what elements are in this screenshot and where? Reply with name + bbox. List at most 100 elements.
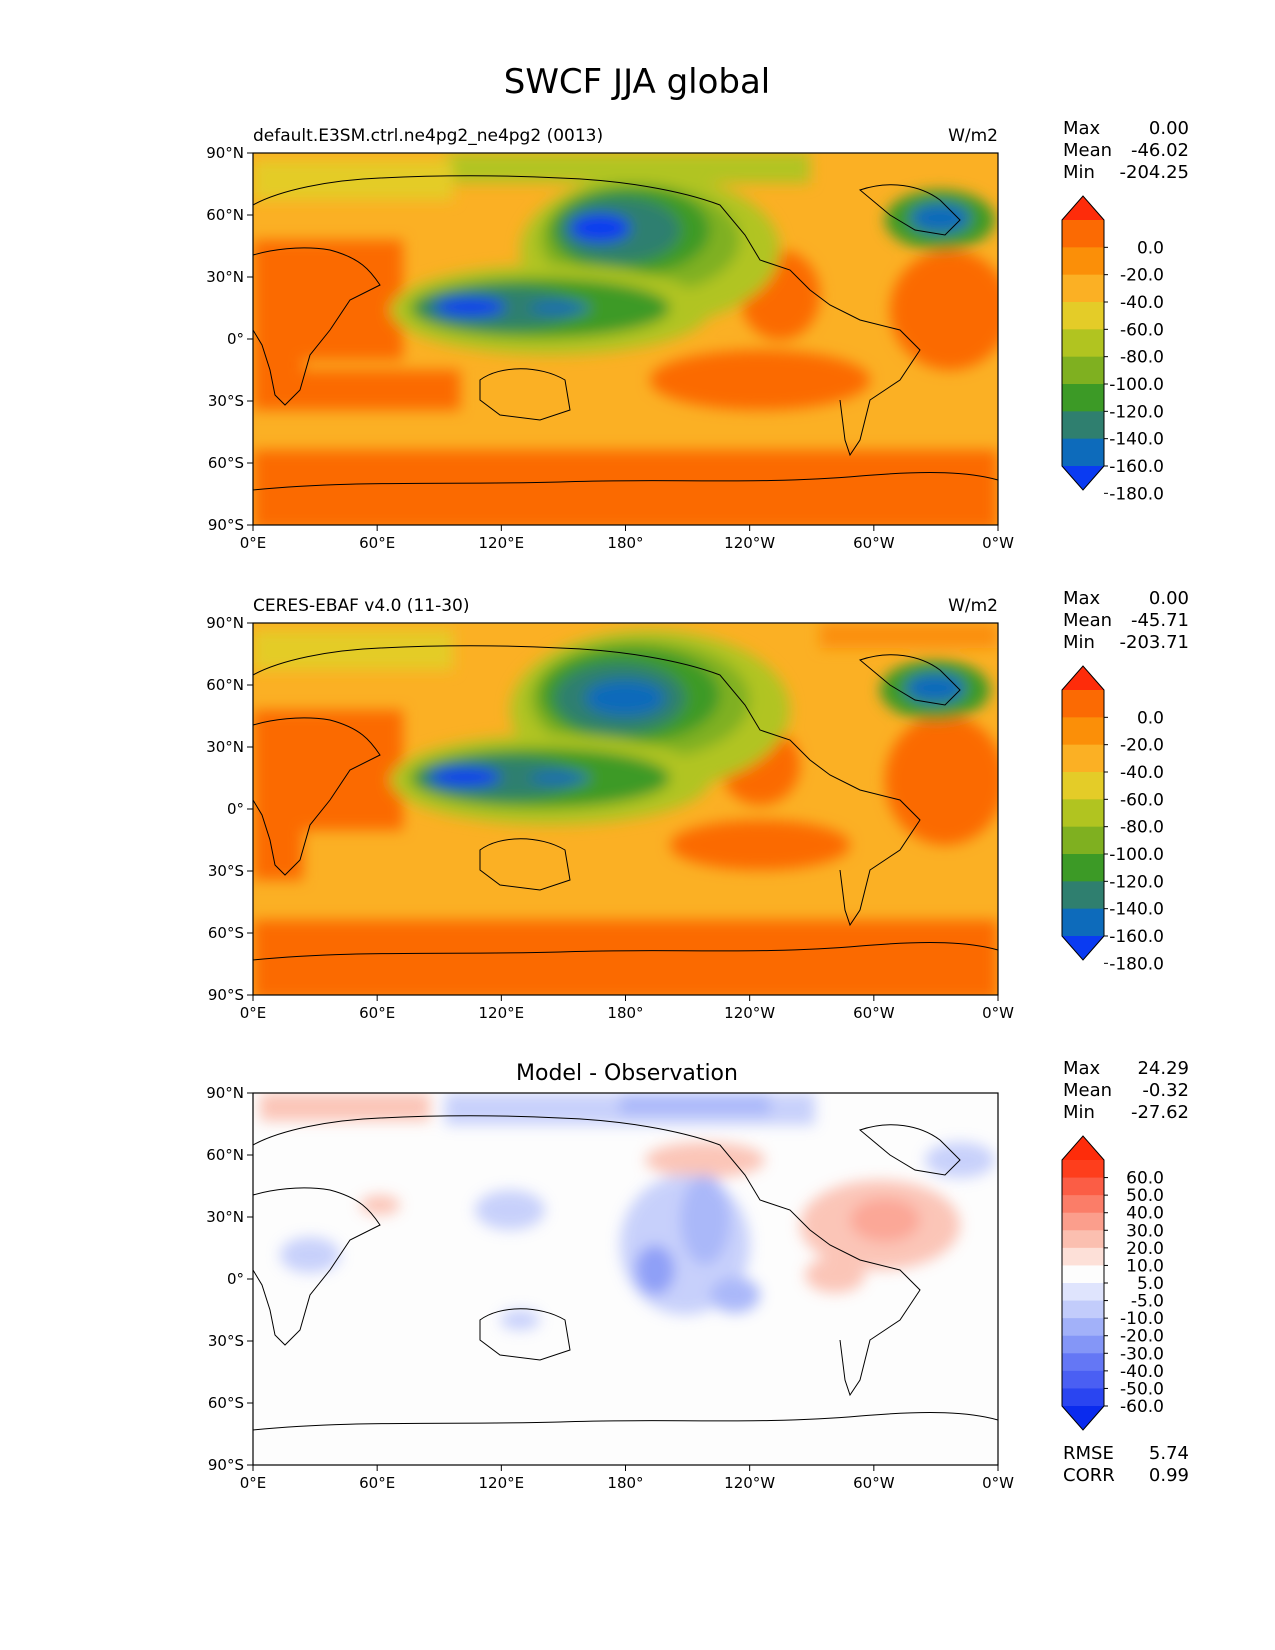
colorbar-extend-top xyxy=(1062,1136,1104,1160)
lon-tick-label: 0°E xyxy=(240,1474,267,1492)
colorbar-label: -120.0 xyxy=(1109,402,1164,422)
colorbar-label: -100.0 xyxy=(1109,375,1164,395)
lon-tick-label: 120°E xyxy=(479,1004,525,1022)
lat-tick-label: 0° xyxy=(227,330,244,348)
lat-tick-label: 90°S xyxy=(208,986,244,1004)
diff-stats: Max 24.29 Mean -0.32 Min -27.62 xyxy=(1063,1058,1189,1123)
lat-tick-label: 30°N xyxy=(206,268,244,286)
colorbar-bin xyxy=(1062,302,1104,330)
colorbar-label: -30.0 xyxy=(1120,1344,1164,1364)
stat-value: -46.02 xyxy=(1131,140,1189,161)
colorbar-bin xyxy=(1062,247,1104,276)
colorbar-label: -60.0 xyxy=(1120,1397,1164,1417)
lon-tick-label: 60°E xyxy=(359,1004,395,1022)
colorbar-bin xyxy=(1062,881,1104,910)
model-subtitle-right: W/m2 xyxy=(948,126,998,146)
lon-tick-label: 120°W xyxy=(724,534,775,552)
colorbar-label: 20.0 xyxy=(1126,1239,1164,1259)
model-field xyxy=(253,153,998,525)
lat-tick-label: 90°N xyxy=(206,144,244,162)
colorbar-label: -100.0 xyxy=(1109,845,1164,865)
colorbar-label: -140.0 xyxy=(1109,430,1164,450)
stat-label: Min xyxy=(1063,162,1095,183)
stat-value: 0.00 xyxy=(1149,118,1189,139)
colorbar-bin xyxy=(1062,1212,1104,1231)
panel-difference: Model - Observation 0°E 60°E 120°E 180° 120°… xyxy=(206,1058,1189,1492)
lat-tick-label: 90°N xyxy=(206,1084,244,1102)
stat-label: Max xyxy=(1063,588,1101,609)
lon-tick-label: 120°E xyxy=(479,1474,525,1492)
colorbar-bin xyxy=(1062,826,1104,855)
colorbar-bin xyxy=(1062,854,1104,882)
colorbar-label: -10.0 xyxy=(1120,1309,1164,1329)
colorbar-bin xyxy=(1062,908,1104,937)
colorbar-label: 60.0 xyxy=(1126,1169,1164,1189)
colorbar-bin xyxy=(1062,772,1104,800)
lat-tick-label: 60°N xyxy=(206,206,244,224)
diff-axis-ticks: 0°E 60°E 120°E 180° 120°W 60°W 0°W 90°N 60°N 30°N… xyxy=(206,1084,1014,1492)
error-stat-label: RMSE xyxy=(1063,1443,1114,1464)
colorbar-label: 0.0 xyxy=(1137,708,1164,728)
diff-colorbar: 60.050.040.030.020.010.05.0-5.0-10.0-20.… xyxy=(1061,1135,1164,1431)
lat-tick-label: 90°N xyxy=(206,614,244,632)
stat-value: 0.00 xyxy=(1149,588,1189,609)
lon-tick-label: 60°E xyxy=(359,1474,395,1492)
figure-title: SWCF JJA global xyxy=(504,62,771,102)
colorbar-label: 0.0 xyxy=(1137,238,1164,258)
lat-tick-label: 60°N xyxy=(206,676,244,694)
obs-axis-ticks: 0°E 60°E 120°E 180° 120°W 60°W 0°W 90°N 60°N 30°N… xyxy=(206,614,1014,1022)
colorbar-bin xyxy=(1062,1195,1104,1214)
stat-label: Min xyxy=(1063,1102,1095,1123)
colorbar-extend-bottom xyxy=(1062,1406,1104,1430)
colorbar-bin xyxy=(1062,438,1104,467)
lat-tick-label: 30°S xyxy=(208,1332,244,1350)
colorbar-bin xyxy=(1062,744,1104,773)
colorbar-label: -180.0 xyxy=(1109,484,1164,504)
lon-tick-label: 0°E xyxy=(240,534,267,552)
colorbar-label: -140.0 xyxy=(1109,900,1164,920)
lon-tick-label: 0°W xyxy=(982,534,1014,552)
colorbar-extend-bottom xyxy=(1062,466,1104,490)
colorbar-label: -20.0 xyxy=(1120,1327,1164,1347)
lon-tick-label: 180° xyxy=(607,1004,643,1022)
colorbar-bin xyxy=(1062,1370,1104,1389)
colorbar-bin xyxy=(1062,1230,1104,1249)
colorbar-bin xyxy=(1062,220,1104,248)
colorbar-label: -60.0 xyxy=(1120,320,1164,340)
colorbar-bin xyxy=(1062,1283,1104,1302)
colorbar-bin xyxy=(1062,274,1104,303)
colorbar-bin xyxy=(1062,799,1104,828)
colorbar-label: -120.0 xyxy=(1109,872,1164,892)
diff-coastlines xyxy=(253,1115,998,1431)
colorbar-bin xyxy=(1062,1265,1104,1284)
lon-tick-label: 60°W xyxy=(853,534,895,552)
lon-tick-label: 0°W xyxy=(982,1474,1014,1492)
colorbar-label: -40.0 xyxy=(1120,293,1164,313)
lon-tick-label: 180° xyxy=(607,534,643,552)
colorbar-bin xyxy=(1062,1247,1104,1266)
colorbar-bin xyxy=(1062,1335,1104,1354)
panel-observation: CERES-EBAF v4.0 (11-30) W/m2 0°E 60°E 120°… xyxy=(206,588,1189,1022)
error-stat-value: 5.74 xyxy=(1149,1443,1189,1464)
colorbar-extend-bottom xyxy=(1062,936,1104,960)
obs-field xyxy=(253,623,998,995)
stat-label: Min xyxy=(1063,632,1095,653)
colorbar-bin xyxy=(1062,1177,1104,1196)
stat-value: -27.62 xyxy=(1131,1102,1189,1123)
obs-colorbar: 0.0 -20.0 -40.0 -60.0 -80.0 -100.0 -120.0 -140.… xyxy=(1061,665,1164,974)
lat-tick-label: 90°S xyxy=(208,516,244,534)
colorbar-bin xyxy=(1062,717,1104,746)
lon-tick-label: 120°W xyxy=(724,1474,775,1492)
colorbar-bin xyxy=(1062,384,1104,412)
stat-value: 24.29 xyxy=(1137,1058,1189,1079)
colorbar-label: -80.0 xyxy=(1120,818,1164,838)
colorbar-label: -20.0 xyxy=(1120,736,1164,756)
colorbar-label: -60.0 xyxy=(1120,790,1164,810)
colorbar-label: 10.0 xyxy=(1126,1256,1164,1276)
obs-stats: Max 0.00 Mean -45.71 Min -203.71 xyxy=(1063,588,1189,653)
lat-tick-label: 30°N xyxy=(206,738,244,756)
lon-tick-label: 0°W xyxy=(982,1004,1014,1022)
colorbar-label: 5.0 xyxy=(1137,1274,1164,1294)
colorbar-label: -80.0 xyxy=(1120,348,1164,368)
